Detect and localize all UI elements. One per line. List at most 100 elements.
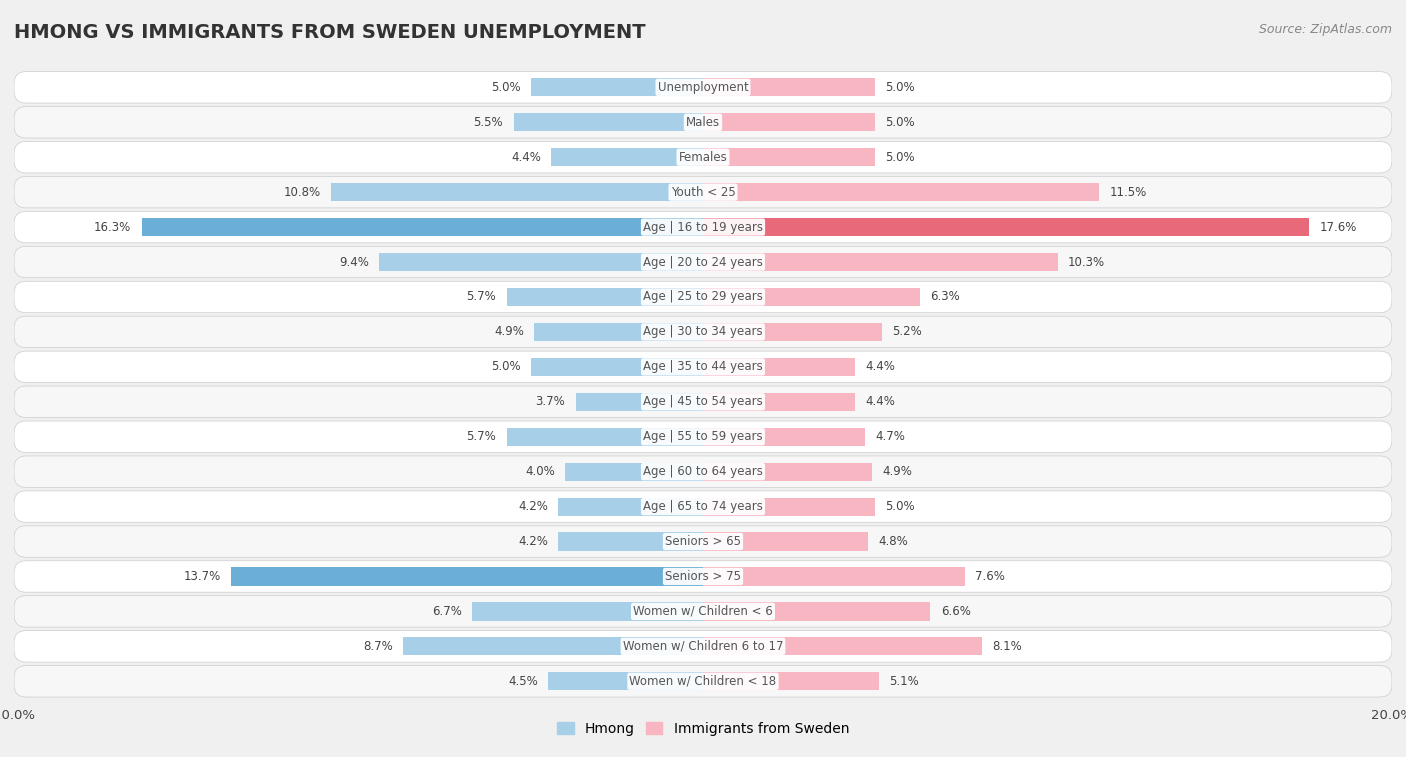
Text: Unemployment: Unemployment [658,81,748,94]
Text: Females: Females [679,151,727,164]
Bar [703,148,875,167]
Bar [703,428,865,446]
Legend: Hmong, Immigrants from Sweden: Hmong, Immigrants from Sweden [551,716,855,742]
Text: Males: Males [686,116,720,129]
Bar [703,288,920,306]
Bar [703,672,879,690]
Bar [703,358,855,376]
Text: Youth < 25: Youth < 25 [671,185,735,198]
Text: 4.8%: 4.8% [879,535,908,548]
Bar [703,463,872,481]
Bar [551,148,703,167]
Text: Age | 30 to 34 years: Age | 30 to 34 years [643,326,763,338]
Text: HMONG VS IMMIGRANTS FROM SWEDEN UNEMPLOYMENT: HMONG VS IMMIGRANTS FROM SWEDEN UNEMPLOY… [14,23,645,42]
Bar [703,393,855,411]
Text: Women w/ Children < 18: Women w/ Children < 18 [630,674,776,688]
Text: Age | 45 to 54 years: Age | 45 to 54 years [643,395,763,408]
Text: Age | 65 to 74 years: Age | 65 to 74 years [643,500,763,513]
FancyBboxPatch shape [14,421,1392,453]
Text: Age | 16 to 19 years: Age | 16 to 19 years [643,220,763,234]
Text: 13.7%: 13.7% [184,570,221,583]
FancyBboxPatch shape [14,526,1392,557]
Text: 4.0%: 4.0% [524,465,555,478]
Text: 5.0%: 5.0% [886,500,915,513]
FancyBboxPatch shape [14,142,1392,173]
Text: 4.4%: 4.4% [865,395,894,408]
Bar [703,78,875,96]
Text: 9.4%: 9.4% [339,256,368,269]
Text: 10.3%: 10.3% [1069,256,1105,269]
FancyBboxPatch shape [14,316,1392,347]
FancyBboxPatch shape [14,631,1392,662]
Text: 4.2%: 4.2% [519,500,548,513]
Bar [506,428,703,446]
Text: 5.7%: 5.7% [467,291,496,304]
Bar [703,497,875,516]
Bar [703,532,869,550]
FancyBboxPatch shape [14,211,1392,243]
Bar [703,183,1099,201]
Text: 4.2%: 4.2% [519,535,548,548]
FancyBboxPatch shape [14,386,1392,418]
Bar [703,114,875,132]
Bar [380,253,703,271]
Bar [703,603,931,621]
FancyBboxPatch shape [14,665,1392,697]
FancyBboxPatch shape [14,561,1392,592]
Text: Women w/ Children 6 to 17: Women w/ Children 6 to 17 [623,640,783,653]
Text: 5.0%: 5.0% [886,81,915,94]
Bar [231,568,703,586]
Bar [531,358,703,376]
Text: Age | 60 to 64 years: Age | 60 to 64 years [643,465,763,478]
Text: 5.2%: 5.2% [893,326,922,338]
Text: Age | 25 to 29 years: Age | 25 to 29 years [643,291,763,304]
Bar [558,532,703,550]
Text: 4.9%: 4.9% [494,326,524,338]
Bar [703,322,882,341]
Text: 16.3%: 16.3% [94,220,131,234]
Text: 5.0%: 5.0% [886,116,915,129]
Bar [703,568,965,586]
Text: 8.7%: 8.7% [363,640,392,653]
Bar [513,114,703,132]
Text: 6.6%: 6.6% [941,605,970,618]
Text: 5.5%: 5.5% [474,116,503,129]
Text: 5.1%: 5.1% [889,674,918,688]
FancyBboxPatch shape [14,456,1392,488]
FancyBboxPatch shape [14,351,1392,382]
FancyBboxPatch shape [14,176,1392,208]
Text: 7.6%: 7.6% [976,570,1005,583]
Text: 10.8%: 10.8% [284,185,321,198]
Text: 3.7%: 3.7% [536,395,565,408]
Text: 4.5%: 4.5% [508,674,537,688]
Text: 4.9%: 4.9% [882,465,912,478]
Text: 6.3%: 6.3% [931,291,960,304]
Bar [703,218,1309,236]
Text: 17.6%: 17.6% [1320,220,1357,234]
FancyBboxPatch shape [14,491,1392,522]
Text: 5.7%: 5.7% [467,430,496,444]
FancyBboxPatch shape [14,72,1392,103]
Text: Source: ZipAtlas.com: Source: ZipAtlas.com [1258,23,1392,36]
Text: 4.4%: 4.4% [865,360,894,373]
Text: 11.5%: 11.5% [1109,185,1147,198]
Text: 4.7%: 4.7% [875,430,905,444]
Text: Age | 35 to 44 years: Age | 35 to 44 years [643,360,763,373]
Text: Seniors > 65: Seniors > 65 [665,535,741,548]
Text: 5.0%: 5.0% [886,151,915,164]
Text: Women w/ Children < 6: Women w/ Children < 6 [633,605,773,618]
Text: Seniors > 75: Seniors > 75 [665,570,741,583]
Bar [565,463,703,481]
Bar [558,497,703,516]
Bar [531,78,703,96]
FancyBboxPatch shape [14,282,1392,313]
Text: Age | 55 to 59 years: Age | 55 to 59 years [643,430,763,444]
Text: 8.1%: 8.1% [993,640,1022,653]
Bar [472,603,703,621]
FancyBboxPatch shape [14,596,1392,627]
Text: 5.0%: 5.0% [491,81,520,94]
Bar [404,637,703,656]
Bar [330,183,703,201]
Text: 6.7%: 6.7% [432,605,461,618]
Text: 4.4%: 4.4% [512,151,541,164]
